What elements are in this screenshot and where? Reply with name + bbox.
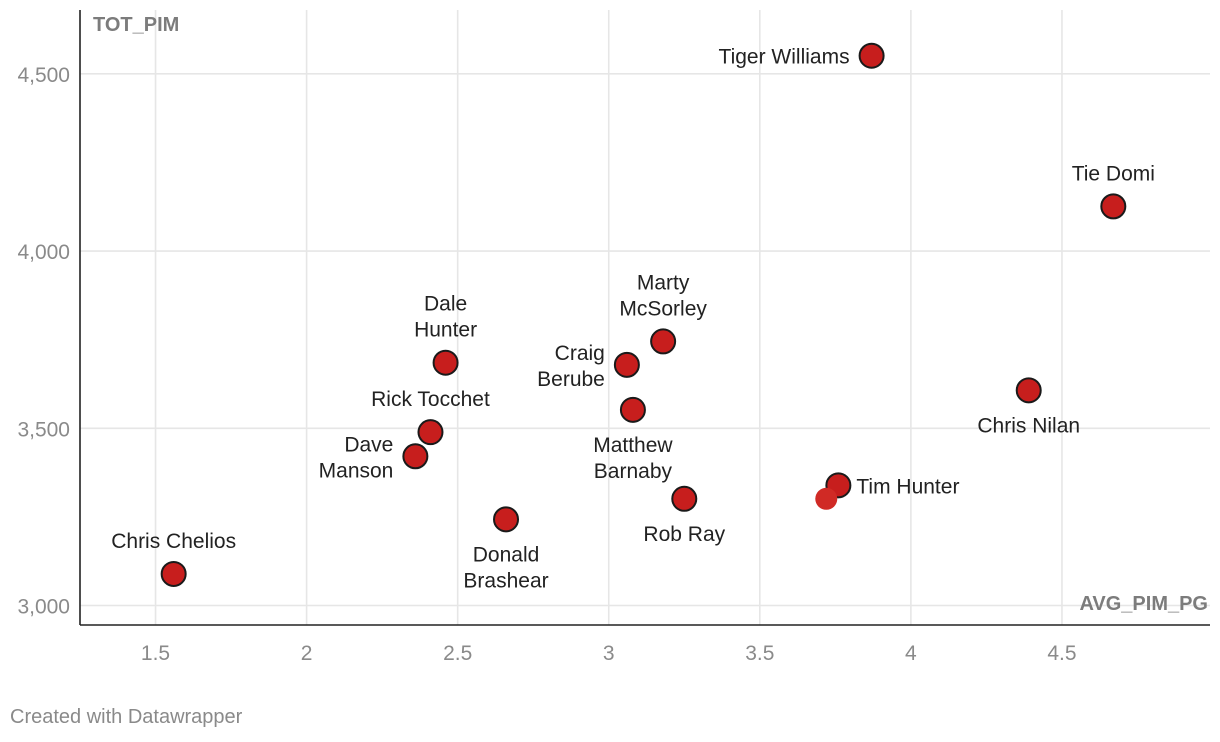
point-label-line: Barnaby <box>594 460 673 483</box>
point-labels: Tiger Williams Tie Domi Marty McSorley Dale H… <box>111 46 1155 593</box>
point-label-line: Dale <box>424 293 467 316</box>
data-point <box>650 328 677 355</box>
point-label-line: Rick Tocchet <box>371 388 490 411</box>
point-label: Donald Brashear <box>463 543 548 592</box>
data-point <box>815 487 838 510</box>
point-label: Chris Nilan <box>977 414 1080 437</box>
data-point <box>619 396 646 423</box>
point-label: Dale Hunter <box>414 293 477 342</box>
x-tick-label: 3.5 <box>745 642 774 665</box>
point-label-line: Craig <box>555 342 605 365</box>
point-label-line: Dave <box>344 433 393 456</box>
data-point <box>858 42 885 69</box>
y-axis-title: TOT_PIM <box>93 14 179 36</box>
x-axis-title: AVG_PIM_PG <box>1079 593 1208 615</box>
data-point <box>402 443 429 470</box>
y-tick-label: 3,000 <box>17 596 70 619</box>
point-label: Tie Domi <box>1072 162 1155 185</box>
point-label-line: Tiger Williams <box>719 46 850 69</box>
x-tick-label: 3 <box>603 642 615 665</box>
point-label-line: Tie Domi <box>1072 162 1155 185</box>
point-label-line: Manson <box>319 459 394 482</box>
data-point <box>493 506 520 533</box>
y-tick-label: 4,000 <box>17 241 70 264</box>
point-label: Tim Hunter <box>856 475 959 498</box>
point-label-line: Chris Chelios <box>111 530 236 553</box>
data-point <box>1015 377 1042 404</box>
point-label-line: Berube <box>537 368 605 391</box>
point-label-line: Donald <box>473 543 540 566</box>
point-label: Rob Ray <box>643 523 725 546</box>
point-label-line: Tim Hunter <box>856 475 959 498</box>
footer-credit: Created with Datawrapper <box>10 706 243 728</box>
point-label-line: Matthew <box>593 434 673 457</box>
point-label: Rick Tocchet <box>371 388 490 411</box>
y-tick-label: 4,500 <box>17 64 70 87</box>
data-point <box>671 485 698 512</box>
point-label: Matthew Barnaby <box>593 434 673 483</box>
point-label: Chris Chelios <box>111 530 236 553</box>
x-tick-label: 2.5 <box>443 642 472 665</box>
point-label: Dave Manson <box>319 433 394 482</box>
x-tick-label: 4 <box>905 642 917 665</box>
data-point <box>613 351 640 378</box>
grid <box>80 10 1210 625</box>
data-point <box>160 560 187 587</box>
x-tick-label: 1.5 <box>141 642 170 665</box>
point-label-line: Hunter <box>414 319 477 342</box>
point-label: Marty McSorley <box>619 271 707 320</box>
data-point <box>417 419 444 446</box>
point-label-line: Rob Ray <box>643 523 725 546</box>
y-tick-label: 3,500 <box>17 418 70 441</box>
point-label-line: Chris Nilan <box>977 414 1080 437</box>
data-point <box>1100 193 1127 220</box>
point-label-line: Brashear <box>463 569 548 592</box>
point-label: Tiger Williams <box>719 46 850 69</box>
x-tick-label: 4.5 <box>1047 642 1076 665</box>
point-label-line: Marty <box>637 271 690 294</box>
data-points <box>160 42 1127 587</box>
x-tick-label: 2 <box>301 642 313 665</box>
point-label-line: McSorley <box>619 297 707 320</box>
point-label: Craig Berube <box>537 342 605 391</box>
data-point <box>432 349 459 376</box>
axes: 1.5 2 2.5 3 3.5 4 4.5 3,000 3,500 4,000 4,500 <box>17 10 1210 665</box>
